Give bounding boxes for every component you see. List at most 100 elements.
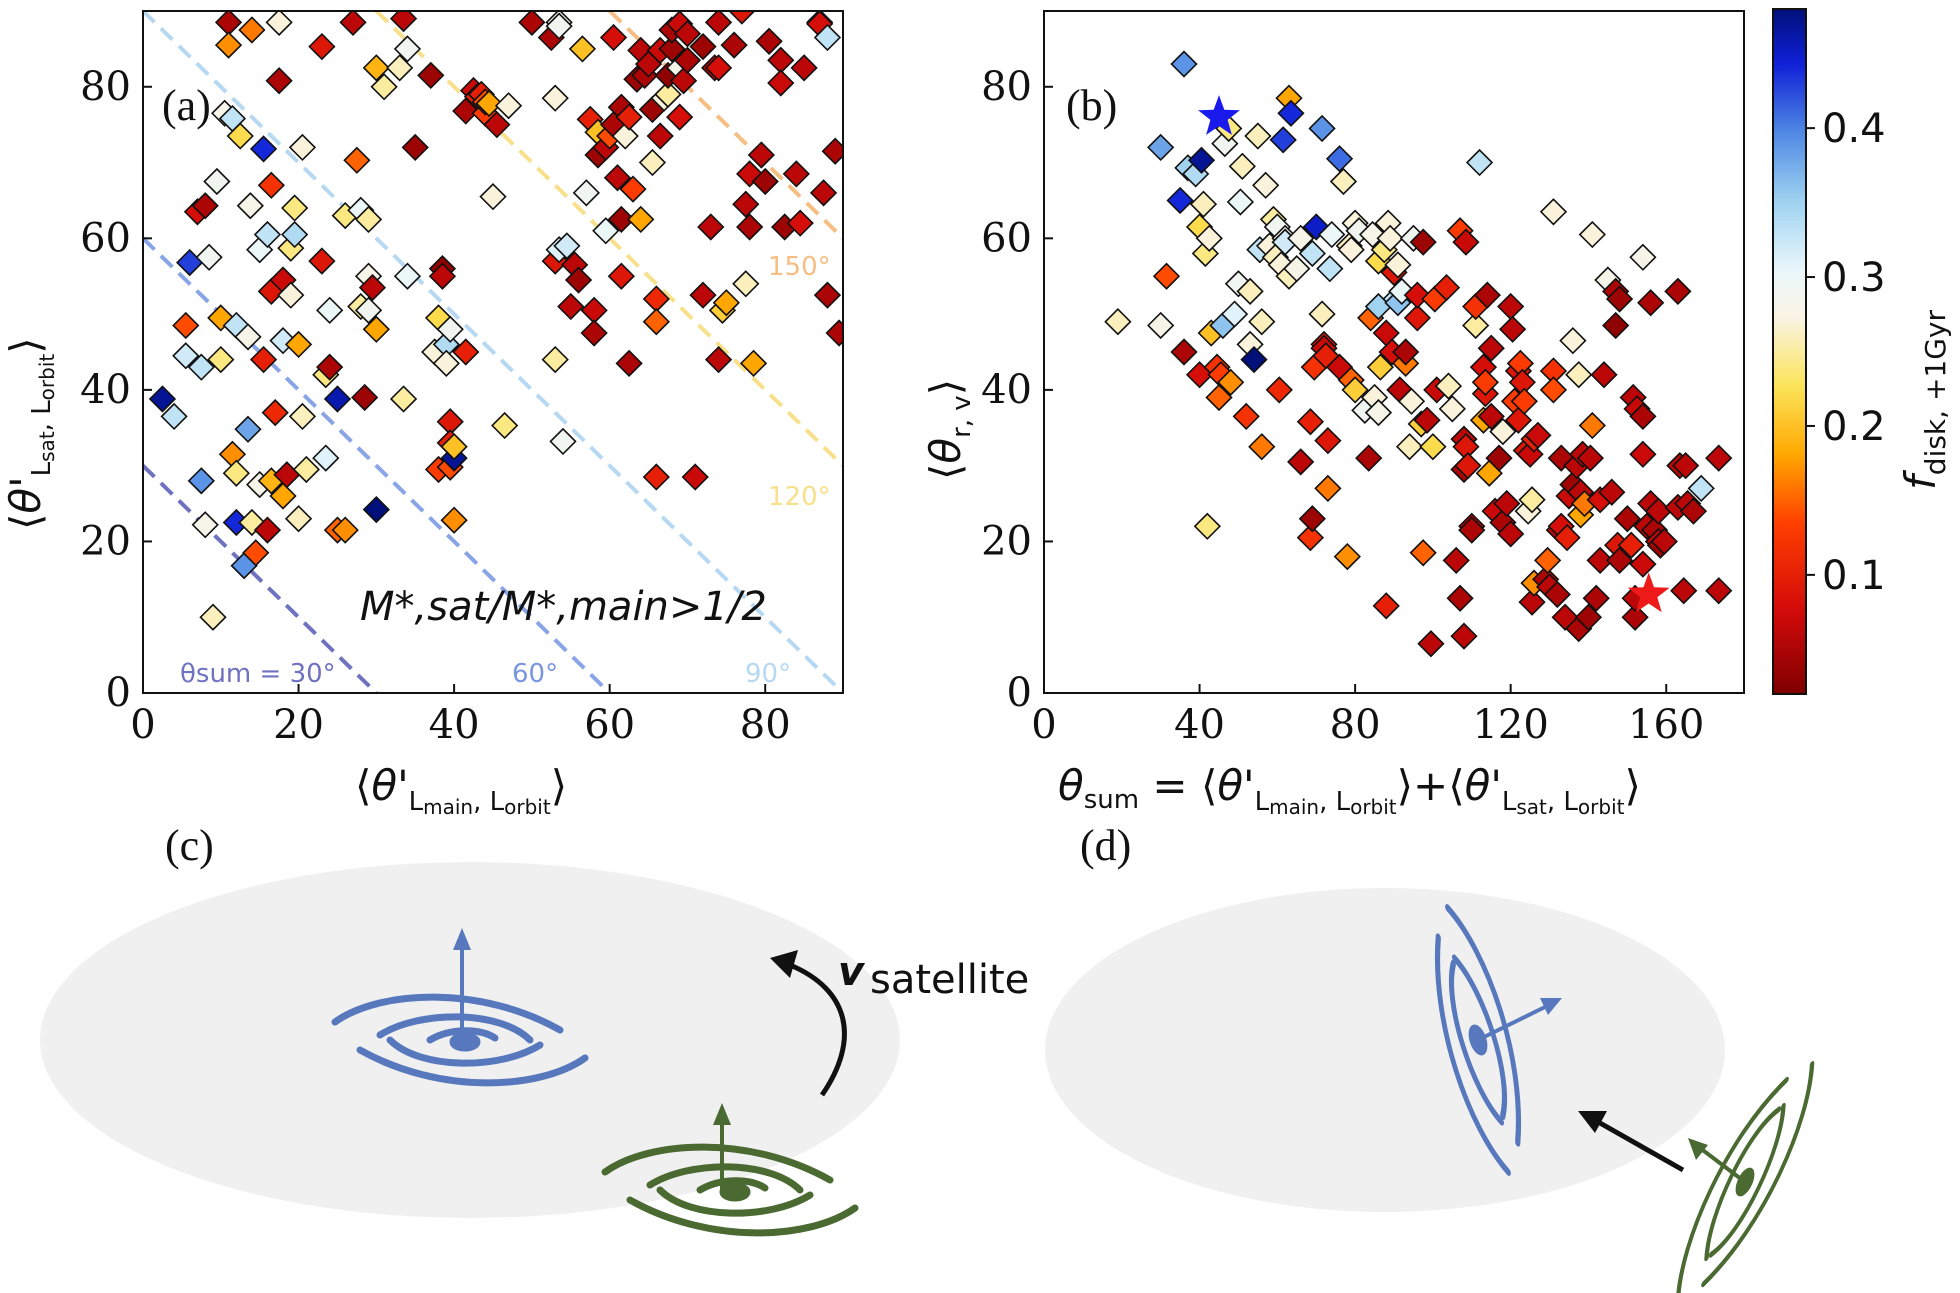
panel-a-point [331,516,359,544]
y-tick-label: 60 [981,215,1032,261]
panel-a-point [821,137,843,165]
panel-b-point [1705,444,1733,472]
panel-a-point [389,385,418,413]
panel-b-point [1578,220,1606,249]
panel-a-point [323,385,352,413]
panel-b-point [1629,440,1657,468]
panel-a-point [728,11,756,25]
panel-b-point [1498,315,1527,343]
panel-a-point [428,262,457,290]
panel-b-point [1637,289,1665,317]
colorbar-tick-label: 0.3 [1822,255,1886,301]
panel-a-point [249,345,278,374]
panel-b-point [1539,198,1568,226]
panel-a-point [475,89,503,118]
panel-a-point [549,427,577,456]
panel-b-point [1497,292,1525,321]
panel-a: 0 20 40 60 80 0 20 40 60 80 (a) M*,sat/M*,main>1/… [1,10,844,819]
panel-b-point [1397,387,1426,415]
panel-b-axes: 0 40 80 120 160 0 20 40 60 80 [981,64,1704,748]
panel-a-point [673,20,702,48]
panel-b-label: (b) [1066,81,1117,130]
satellite-spin-arrow-c [713,1103,731,1190]
x-tick-label: 80 [1330,702,1381,748]
panel-b-point [1187,146,1216,174]
panel-a-point [401,133,429,162]
panel-a-point [160,402,188,431]
panel-b-point [1240,345,1268,374]
panel-b-point [1314,474,1342,503]
guide-label-30: θsum = 30° [180,659,336,689]
panel-a-point [203,167,231,196]
panel-a-point [782,160,810,188]
colorbar-ticks: 0.1 0.2 0.3 0.4 [1806,106,1886,599]
panel-a-point [281,220,309,249]
panel-b-point [1244,122,1272,150]
y-tick-label: 80 [80,64,131,110]
panel-a-point [261,398,289,427]
panel-b-point [1104,308,1132,336]
panel-b-point [1316,255,1344,283]
panel-a-mass-ratio-annotation: M*,sat/M*,main>1/2 [360,584,767,630]
panel-b-point [1372,592,1400,620]
panel-a-point [172,342,200,370]
velocity-subscript: satellite [870,957,1029,1003]
panel-b-point [1403,281,1431,309]
panel-b-point [1205,383,1233,412]
panel-b-point [1337,236,1365,264]
guide-label-60: 60° [512,659,558,689]
panel-a-point [751,167,779,196]
panel-a-point [592,217,620,245]
satellite-galaxy-d [1675,1061,1815,1293]
panel-b-y-axis-label: ⟨θr, v⟩ [921,379,977,480]
panel-b-point [1392,338,1420,366]
guide-label-120: 120° [768,482,831,512]
panel-a-point [607,205,635,234]
guide-label-150: 150° [768,252,831,282]
panel-a-frame [142,10,844,694]
panel-a-point [191,192,219,220]
satellite-spin-arrow-d [1688,1138,1747,1184]
panel-b-point [1465,148,1494,177]
panel-b-point [1147,311,1175,340]
panel-b-point [1325,145,1354,173]
panel-b-point [1355,444,1383,472]
panel-a-point [553,232,581,260]
panel-a-point [646,122,674,150]
y-tick-label: 60 [80,215,131,261]
panel-b-point [1574,603,1603,631]
panel-a-point [732,190,760,218]
panel-a-point [704,11,733,36]
panel-b-point [1578,411,1606,440]
panel-a-x-axis-label: ⟨θ'Lmain, Lorbit⟩ [355,761,567,819]
panel-a-point [704,54,733,82]
panel-b-point [1613,505,1641,533]
x-tick-label: 40 [429,702,480,748]
panel-a-point [187,353,215,381]
x-tick-label: 120 [1472,702,1548,748]
colorbar-tick-label: 0.4 [1822,106,1886,152]
panel-a-point [214,11,243,36]
panel-a-point [658,35,686,63]
panel-b-stars [1198,95,1670,613]
main-spin-arrow-d [1477,998,1562,1042]
panel-a-point [580,296,608,324]
x-tick-label: 160 [1628,702,1704,748]
panel-a-point [518,11,546,36]
panel-b-point [1559,327,1587,355]
panel-b-point [1518,486,1546,514]
panel-a-axes: 0 20 40 60 80 0 20 40 60 80 [80,64,791,748]
panel-b-point [1438,395,1466,423]
panel-b-point [1287,224,1315,252]
panel-a-point [736,213,764,241]
panel-b-point [1621,603,1649,631]
panel-a-point [284,330,313,359]
panel-b-point [1617,531,1645,559]
highlight-star-1 [1198,95,1240,135]
y-tick-label: 40 [80,367,131,413]
panel-a-point [172,311,200,340]
x-tick-label: 80 [740,702,791,748]
panel-a-point [393,35,422,63]
colorbar-gradient [1772,8,1807,695]
